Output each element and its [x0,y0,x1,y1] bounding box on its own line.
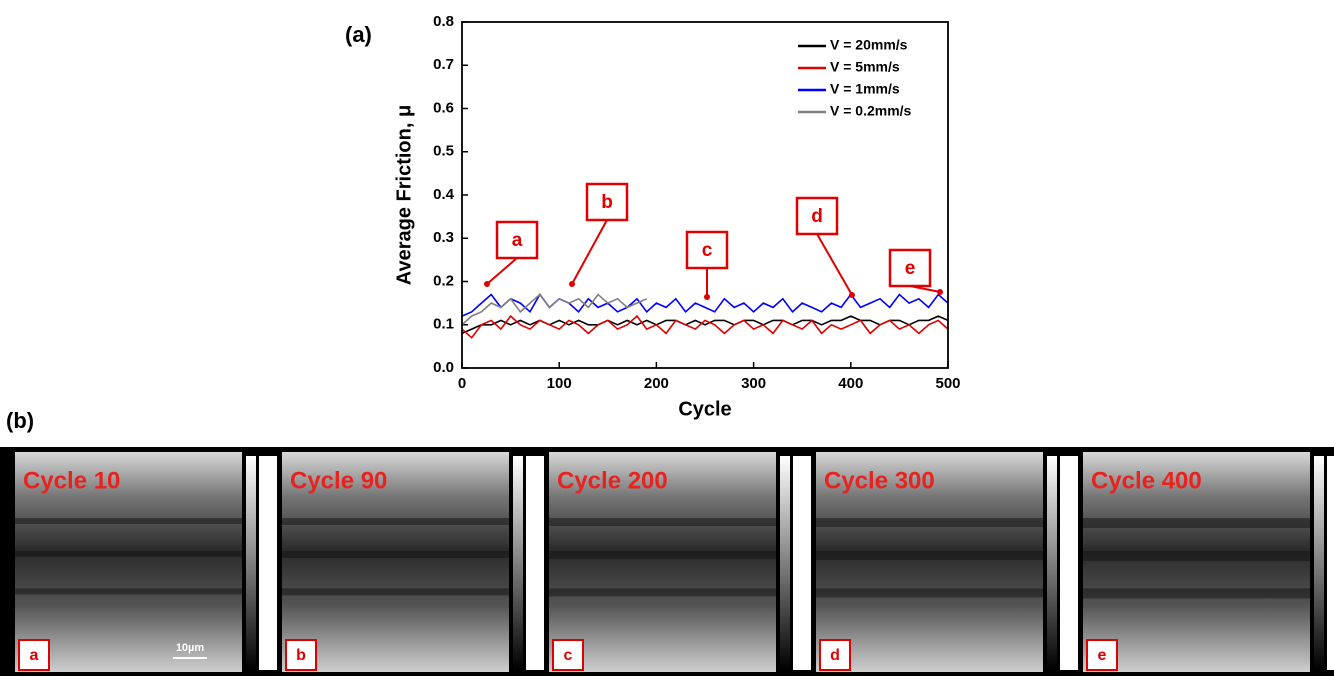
annotation-arrow [486,257,518,285]
annotation-arrow [816,233,853,296]
color-bar-bg [793,456,811,670]
afm-stripe [1083,551,1310,561]
color-bar [1047,456,1057,670]
afm-stripe [15,588,242,595]
annotation-box [495,220,539,260]
annotation-label: c [702,240,713,261]
image-letter-box [1086,639,1118,671]
y-tick-label: 0.8 [433,13,454,30]
x-tick-label: 400 [838,375,863,392]
image-letter: e [1098,647,1107,664]
afm-stripe [549,518,776,526]
series-line [461,293,648,326]
afm-stripe [15,518,242,524]
annotation-box [685,230,729,270]
y-tick-label: 0.5 [433,143,454,160]
annotation-arrowhead [569,281,575,287]
annotation-box [888,248,932,288]
y-tick-label: 0.1 [433,316,454,333]
x-tick-label: 0 [458,375,466,392]
annotation-arrowhead [484,281,490,287]
image-letter-box [819,639,851,671]
image-letter: a [30,647,39,664]
legend-label: V = 20mm/s [830,37,908,53]
afm-image [15,452,242,672]
y-tick-label: 0.6 [433,99,454,116]
y-tick-label: 0.3 [433,229,454,246]
afm-stripe [816,518,1043,527]
x-tick-label: 300 [741,375,766,392]
afm-stripe [816,588,1043,598]
afm-stripe [282,518,509,525]
x-axis-label: Cycle [678,398,731,420]
y-tick-label: 0.2 [433,272,454,289]
afm-image [1083,452,1310,672]
annotation-arrowhead [937,289,943,295]
afm-stripe [549,551,776,559]
y-tick-label: 0.7 [433,56,454,73]
plot-frame [461,21,949,369]
afm-image [816,452,1043,672]
image-letter-box [285,639,317,671]
image-title: Cycle 90 [290,467,387,494]
image-title: Cycle 400 [1091,467,1202,494]
x-tick-label: 200 [644,375,669,392]
color-bar-bg [1327,456,1334,670]
color-bar [1314,456,1324,670]
color-bar-bg [526,456,544,670]
image-letter: c [564,647,573,664]
color-bar-bg [259,456,277,670]
panel-label: (b) [6,408,34,433]
afm-stripe [282,588,509,596]
color-bar-bg [1060,456,1078,670]
afm-image [549,452,776,672]
panel-label: (a) [345,22,372,47]
annotation-box [795,196,839,236]
image-letter: b [296,647,306,664]
afm-stripe [282,551,509,558]
y-tick-label: 0.4 [433,186,455,203]
color-bar [780,456,790,670]
image-letter-box [18,639,50,671]
afm-stripe [1083,588,1310,599]
image-letter: d [830,647,840,664]
afm-stripe [816,551,1043,560]
image-letter-box [552,639,584,671]
annotation-label: b [601,192,613,213]
image-title: Cycle 200 [557,467,668,494]
series-line [461,314,949,339]
legend-label: V = 0.2mm/s [830,103,912,119]
y-axis-label: Average Friction, μ [393,105,415,285]
x-tick-label: 100 [547,375,572,392]
image-title: Cycle 10 [23,467,120,494]
annotation-label: a [512,230,523,251]
annotation-label: e [905,258,916,279]
x-tick-label: 500 [935,375,960,392]
annotation-arrowhead [704,294,710,300]
afm-stripe [1083,518,1310,528]
annotation-label: d [811,206,823,227]
afm-image [282,452,509,672]
color-bar [513,456,523,670]
image-title: Cycle 300 [824,467,935,494]
legend-label: V = 5mm/s [830,59,900,75]
annotation-box [585,182,629,222]
annotation-arrowhead [849,292,855,298]
annotation-arrow [571,219,608,285]
color-bar [246,456,256,670]
afm-stripe [15,551,242,557]
scale-bar-label: 10µm [176,642,205,654]
afm-stripe [549,588,776,597]
legend-label: V = 1mm/s [830,81,900,97]
y-tick-label: 0.0 [433,359,454,376]
